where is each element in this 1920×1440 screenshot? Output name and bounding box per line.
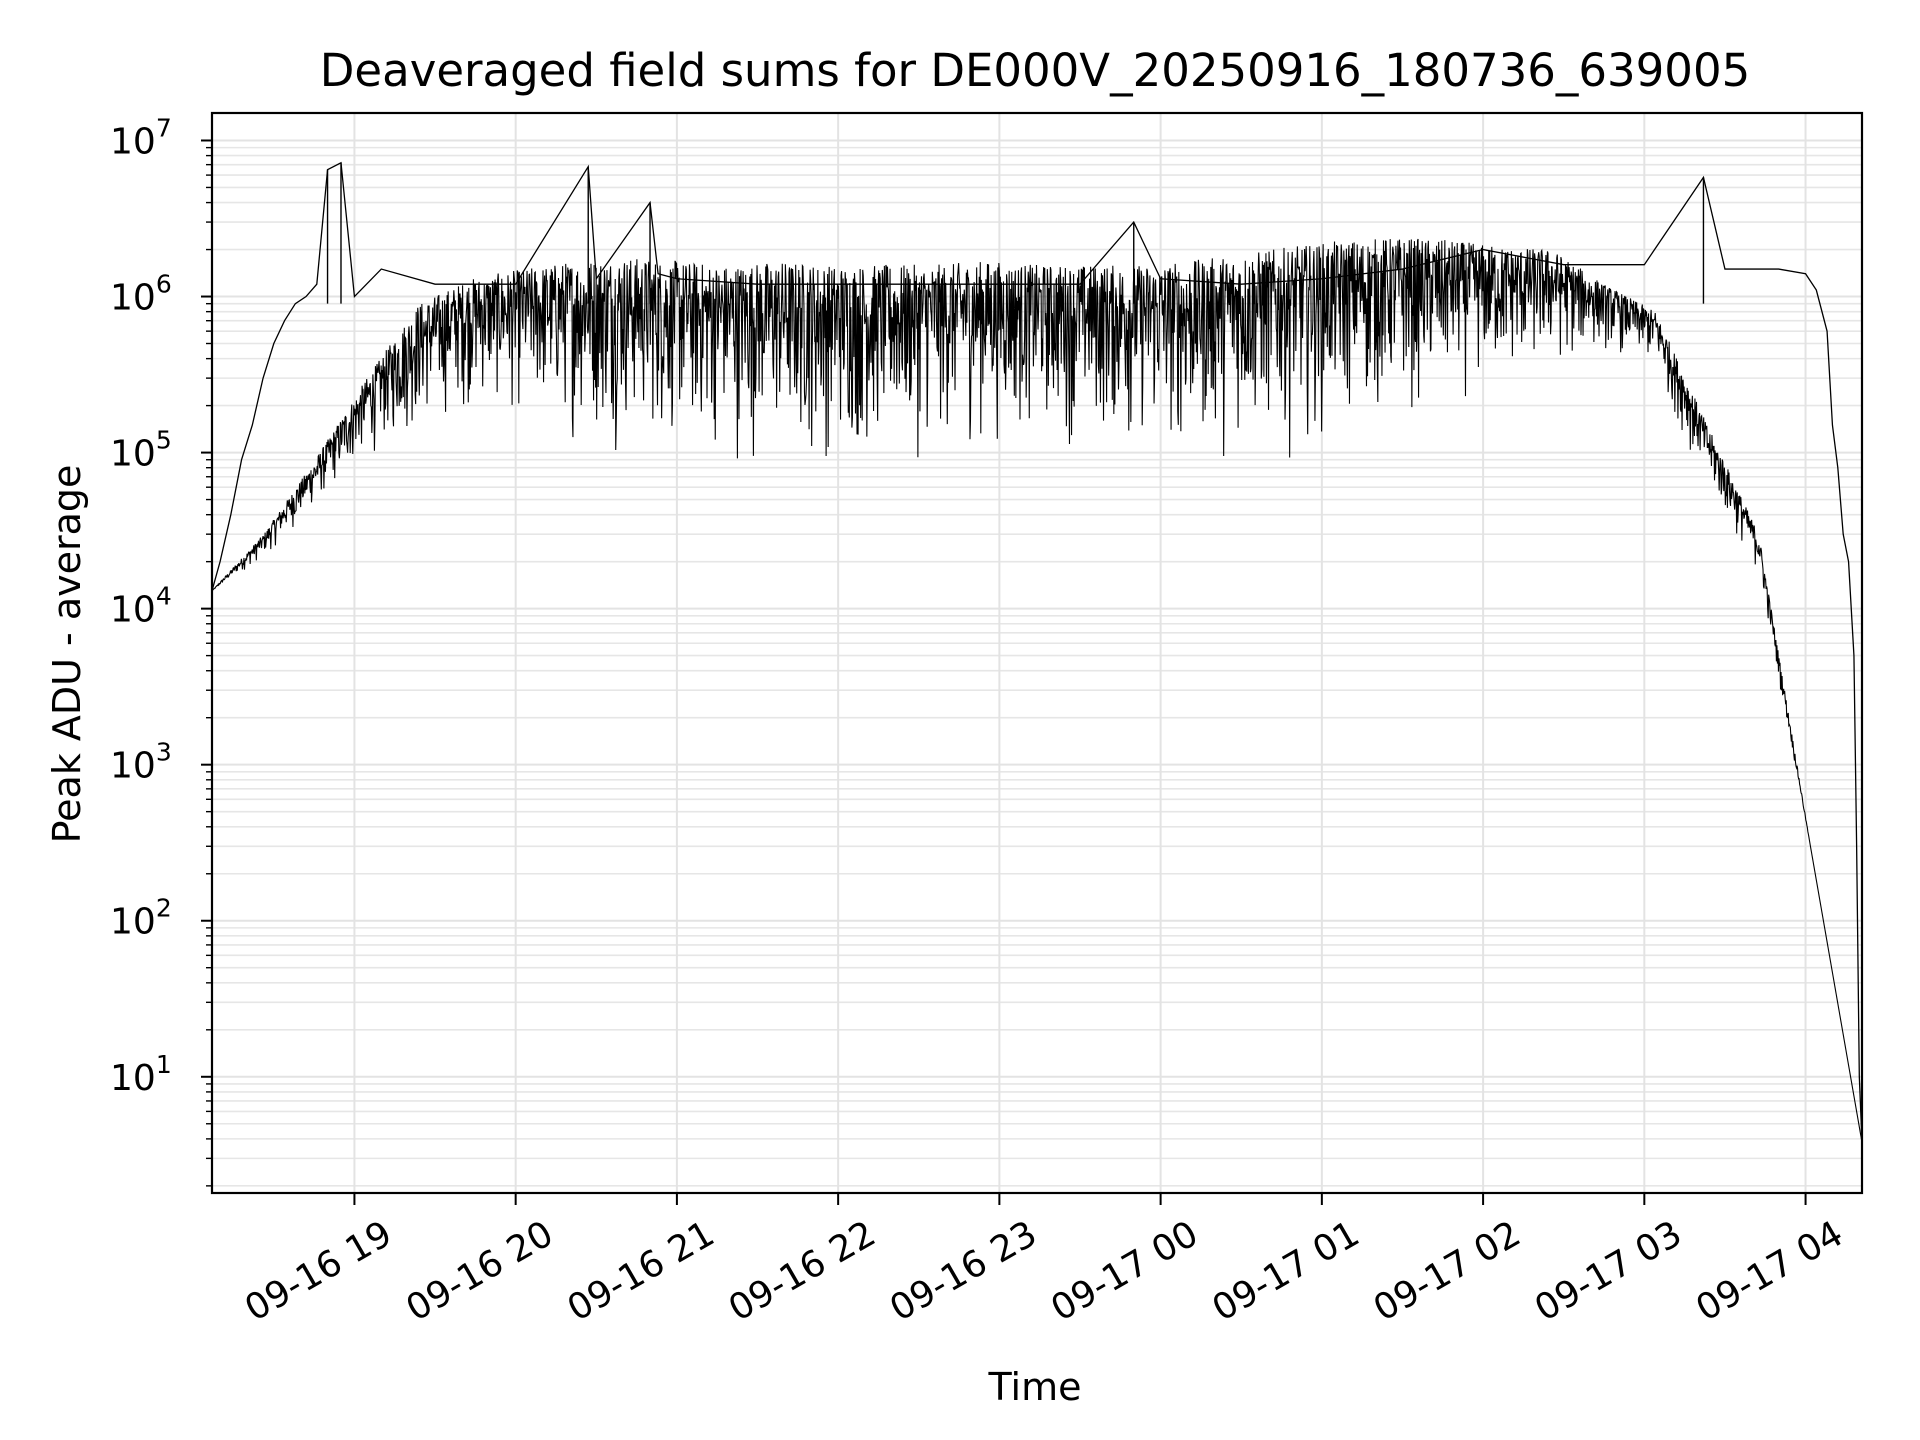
chart-title: Deaveraged field sums for DE000V_2025091… [320, 44, 1750, 97]
series-line [211, 161, 1863, 1143]
y-tick-exponent: 4 [156, 582, 172, 611]
y-tick-label: 104 [110, 582, 172, 631]
series-group [211, 161, 1863, 1143]
y-tick-label: 106 [110, 270, 172, 319]
y-tick-exponent: 3 [156, 738, 172, 767]
y-tick-base: 10 [110, 746, 156, 787]
y-tick-base: 10 [110, 1058, 156, 1099]
y-tick-label: 102 [110, 894, 172, 943]
x-axis-title: Time [988, 1365, 1082, 1409]
y-tick-label: 105 [110, 426, 172, 475]
series-noise-trace [211, 238, 1863, 1143]
y-tick-label: 101 [110, 1050, 172, 1099]
y-tick-exponent: 1 [156, 1050, 172, 1079]
y-tick-label: 107 [110, 113, 172, 162]
y-tick-exponent: 2 [156, 894, 172, 923]
y-tick-exponent: 5 [156, 426, 172, 455]
plot-frame [210, 111, 1864, 1195]
y-tick-exponent: 6 [156, 270, 172, 299]
y-tick-base: 10 [110, 590, 156, 631]
y-tick-label: 103 [110, 738, 172, 787]
y-axis-title: Peak ADU - average [45, 465, 89, 844]
minor-grid [212, 146, 1862, 1187]
y-tick-base: 10 [110, 121, 156, 162]
y-tick-base: 10 [110, 902, 156, 943]
y-tick-base: 10 [110, 434, 156, 475]
y-tick-base: 10 [110, 278, 156, 319]
y-tick-exponent: 7 [156, 113, 172, 142]
